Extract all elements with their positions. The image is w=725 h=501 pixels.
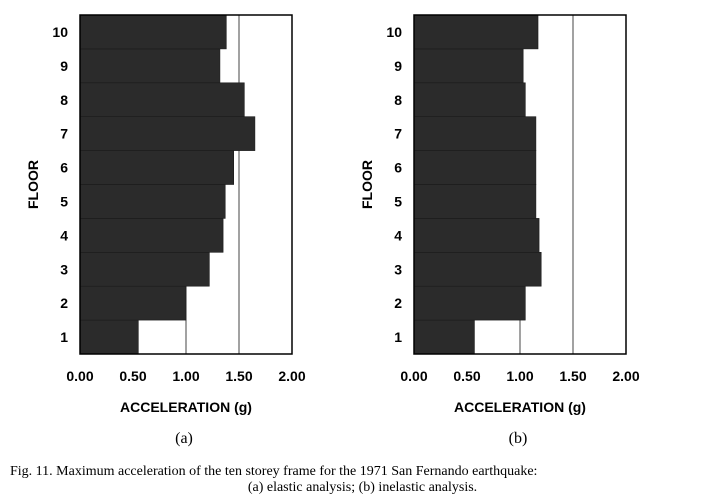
floor-tick-label: 7: [60, 126, 68, 142]
bar-floor-8: [79, 82, 245, 118]
x-tick-label: 1.50: [559, 368, 586, 384]
floor-tick-label: 5: [60, 193, 68, 209]
bar-floor-7: [79, 116, 256, 151]
bar-floor-4: [413, 218, 540, 253]
bar-floor-9: [413, 48, 524, 84]
bar-floor-1: [79, 319, 139, 355]
floor-tick-label: 2: [394, 295, 402, 311]
floor-tick-label: 5: [394, 193, 402, 209]
x-tick-label: 1.00: [506, 368, 533, 384]
bar-floor-6: [413, 150, 537, 185]
floor-tick-label: 8: [394, 92, 402, 108]
floor-tick-label: 4: [60, 227, 68, 243]
floor-tick-label: 2: [60, 295, 68, 311]
floor-tick-label: 7: [394, 126, 402, 142]
caption-line-1: Fig. 11. Maximum acceleration of the ten…: [10, 464, 538, 479]
x-tick-label: 0.00: [66, 368, 93, 384]
floor-tick-label: 10: [52, 24, 68, 40]
floor-tick-label: 3: [60, 261, 68, 277]
bar-floor-7: [413, 116, 537, 151]
x-tick-label: 1.50: [225, 368, 252, 384]
plot-frame: [413, 14, 627, 355]
x-tick-label: 0.00: [400, 368, 427, 384]
floor-tick-label: 1: [394, 329, 402, 345]
plot-frame: [79, 14, 293, 355]
panel-label: (b): [509, 430, 528, 447]
bar-floor-9: [79, 48, 221, 84]
y-axis-label: FLOOR: [25, 160, 41, 209]
panel-label: (a): [175, 430, 193, 447]
y-axis-label: FLOOR: [359, 160, 375, 209]
bar-floor-10: [79, 14, 227, 50]
bar-floor-3: [79, 252, 210, 287]
floor-tick-label: 3: [394, 261, 402, 277]
chart-a: 1 2 3 4 5 6 7 8 9 10 0.00 0.50 1.00 1.50 2.00 ACCELERAT…: [25, 14, 306, 447]
x-tick-label: 1.00: [172, 368, 199, 384]
x-tick-label: 2.00: [612, 368, 639, 384]
bar-floor-5: [413, 184, 537, 219]
floor-tick-label: 4: [394, 227, 402, 243]
x-tick-label: 0.50: [453, 368, 480, 384]
bar-floor-1: [413, 319, 475, 355]
x-axis-label: ACCELERATION (g): [120, 399, 252, 415]
bar-floor-2: [413, 285, 526, 321]
x-axis-label: ACCELERATION (g): [454, 399, 586, 415]
floor-tick-label: 6: [60, 160, 68, 176]
floor-tick-label: 9: [60, 58, 68, 74]
floor-tick-label: 9: [394, 58, 402, 74]
floor-tick-label: 1: [60, 329, 68, 345]
x-tick-label: 0.50: [119, 368, 146, 384]
caption-line-2: (a) elastic analysis; (b) inelastic anal…: [247, 480, 478, 495]
bar-floor-8: [413, 82, 526, 118]
bar-floor-2: [79, 285, 187, 321]
floor-tick-label: 8: [60, 92, 68, 108]
floor-tick-label: 10: [386, 24, 402, 40]
chart-b: 1 2 3 4 5 6 7 8 9 10 0.00 0.50 1.00 1.50 2.00 ACCELERAT…: [359, 14, 640, 447]
figure-caption: Fig. 11. Maximum acceleration of the ten…: [10, 464, 715, 496]
x-tick-label: 2.00: [278, 368, 305, 384]
bar-floor-4: [79, 218, 224, 253]
bar-floor-5: [79, 184, 226, 219]
floor-tick-label: 6: [394, 160, 402, 176]
bar-floor-6: [79, 150, 234, 185]
bar-floor-10: [413, 14, 539, 50]
bar-floor-3: [413, 252, 542, 287]
